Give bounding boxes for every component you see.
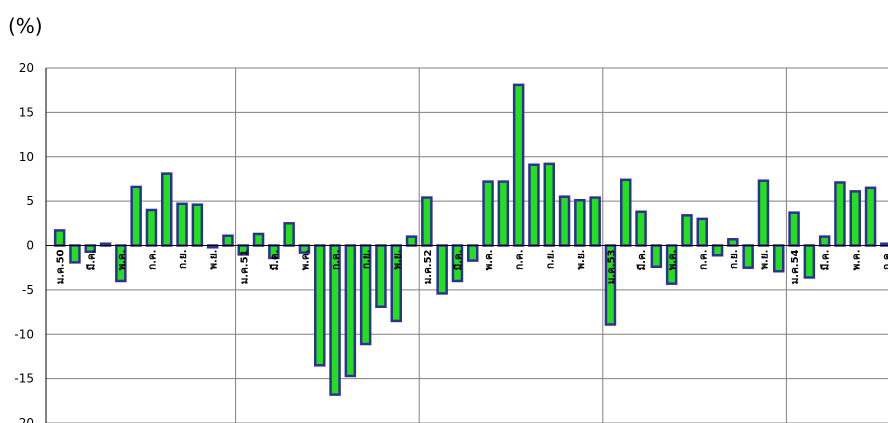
- bar: [53, 229, 66, 247]
- x-tick-label: พ.ย.: [576, 250, 587, 270]
- x-tick-label: ม.ค.51: [239, 249, 250, 284]
- bar: [727, 238, 739, 247]
- bar: [436, 244, 448, 295]
- y-tick-label: -15: [14, 372, 34, 386]
- y-tick-label: 5: [26, 194, 34, 208]
- bar: [773, 244, 785, 273]
- x-tick-label: ม.ค.52: [423, 249, 434, 284]
- x-tick-label: มี.ค.: [820, 250, 832, 271]
- x-tick-label: พ.ค.: [117, 250, 128, 271]
- bar: [620, 178, 632, 247]
- x-tick-label: ก.ค.: [515, 250, 526, 270]
- bar: [191, 203, 204, 247]
- bar: [130, 185, 142, 247]
- x-tick-label: ก.ย.: [178, 250, 189, 270]
- x-tick-label: ก.ค.: [698, 250, 709, 270]
- bar: [222, 234, 234, 247]
- bar: [681, 214, 693, 247]
- bar: [405, 235, 418, 247]
- x-tick-label: ก.ค.: [147, 250, 158, 270]
- x-tick-label: ก.ย.: [545, 250, 556, 270]
- bar: [864, 186, 877, 247]
- x-tick-label: มี.ค.: [269, 250, 281, 271]
- y-tick-label: -5: [22, 283, 34, 297]
- bar: [711, 244, 724, 257]
- bar: [69, 244, 81, 264]
- bar: [558, 195, 571, 247]
- bar: [252, 232, 265, 247]
- bar: [818, 235, 831, 247]
- bar: [742, 244, 754, 269]
- bar: [803, 244, 816, 279]
- bar: [528, 163, 540, 247]
- bar: [635, 210, 647, 247]
- bar: [161, 172, 173, 247]
- x-tick-label: ก.ย.: [362, 250, 373, 270]
- bar: [176, 202, 188, 247]
- x-tick-label: พ.ย.: [392, 250, 403, 270]
- x-tick-label: พ.ค.: [851, 250, 862, 271]
- bar: [574, 198, 586, 247]
- bar: [696, 217, 708, 247]
- bar: [849, 190, 861, 247]
- x-tick-label: มี.ค.: [85, 250, 97, 271]
- x-tick-label: ม.ค.53: [606, 249, 617, 284]
- y-tick-label: 10: [19, 150, 34, 164]
- bar: [482, 180, 494, 247]
- bar: [375, 244, 387, 308]
- x-tick-label: พ.ย.: [209, 250, 220, 270]
- bar: [497, 180, 510, 247]
- x-tick-label: มี.ค.: [636, 250, 648, 271]
- x-tick-label: ก.ค.: [331, 250, 342, 270]
- x-tick-label: พ.ค.: [300, 250, 311, 271]
- x-tick-label: มี.ค.: [452, 250, 464, 271]
- bar: [589, 196, 601, 247]
- y-tick-label: 20: [19, 61, 34, 75]
- x-tick-label: พ.ค.: [668, 250, 679, 271]
- bar: [834, 181, 846, 247]
- bar: [145, 208, 158, 247]
- bar: [344, 244, 357, 378]
- bar: [650, 244, 663, 269]
- bar: [543, 162, 555, 247]
- y-axis-unit-label: (%): [8, 14, 43, 38]
- bar: [283, 222, 295, 247]
- bar: [512, 83, 525, 247]
- bar: [757, 179, 770, 247]
- x-tick-label: พ.ย.: [759, 250, 770, 270]
- bar: [467, 244, 479, 262]
- bar: [314, 244, 326, 367]
- x-tick-label: พ.ค.: [484, 250, 495, 271]
- bar: [421, 196, 433, 247]
- x-tick-label: ก.ย.: [729, 250, 740, 270]
- x-tick-label: ม.ค.50: [56, 249, 67, 284]
- x-tick-label: ม.ค.54: [790, 249, 801, 284]
- y-tick-label: -10: [14, 327, 34, 341]
- y-tick-label: 15: [19, 105, 34, 119]
- bar: [788, 211, 800, 247]
- y-tick-label: 0: [26, 239, 34, 253]
- y-tick-label: -20: [14, 416, 34, 423]
- x-tick-label: ก.ค.: [882, 250, 888, 270]
